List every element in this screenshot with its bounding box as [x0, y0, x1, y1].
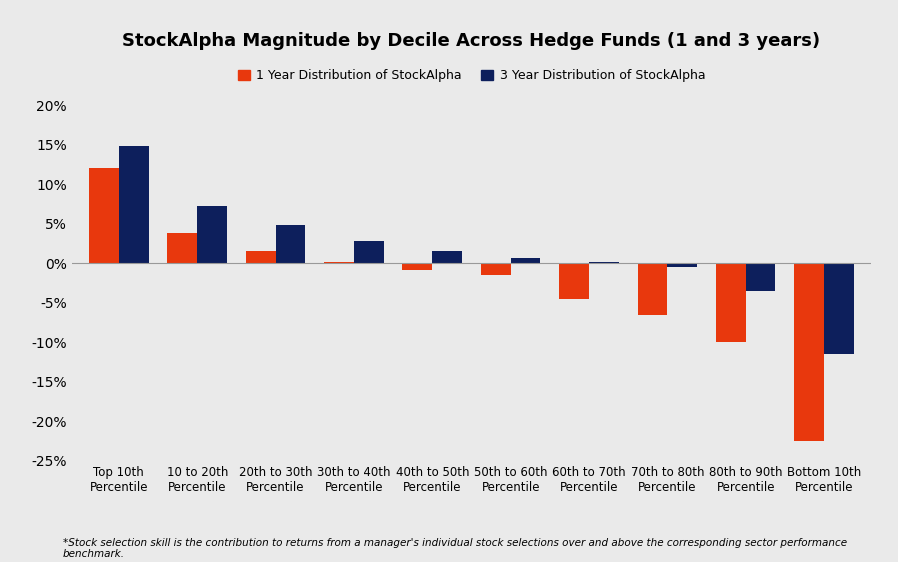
- Bar: [511, 258, 541, 263]
- Bar: [89, 169, 119, 263]
- Bar: [716, 263, 745, 342]
- Text: *Stock selection skill is the contribution to returns from a manager's individua: *Stock selection skill is the contributi…: [63, 538, 847, 559]
- Bar: [589, 262, 619, 263]
- Bar: [824, 263, 854, 354]
- Bar: [559, 263, 589, 299]
- Bar: [119, 146, 149, 263]
- Bar: [480, 263, 511, 275]
- Bar: [667, 263, 697, 267]
- Bar: [324, 262, 354, 263]
- Bar: [276, 225, 305, 263]
- Bar: [794, 263, 824, 441]
- Bar: [745, 263, 776, 291]
- Bar: [246, 251, 276, 263]
- Bar: [354, 241, 383, 263]
- Bar: [167, 233, 198, 263]
- Bar: [638, 263, 667, 315]
- Title: StockAlpha Magnitude by Decile Across Hedge Funds (1 and 3 years): StockAlpha Magnitude by Decile Across He…: [122, 31, 821, 49]
- Bar: [198, 206, 227, 263]
- Bar: [432, 251, 462, 263]
- Bar: [402, 263, 432, 270]
- Legend: 1 Year Distribution of StockAlpha, 3 Year Distribution of StockAlpha: 1 Year Distribution of StockAlpha, 3 Yea…: [233, 64, 710, 87]
